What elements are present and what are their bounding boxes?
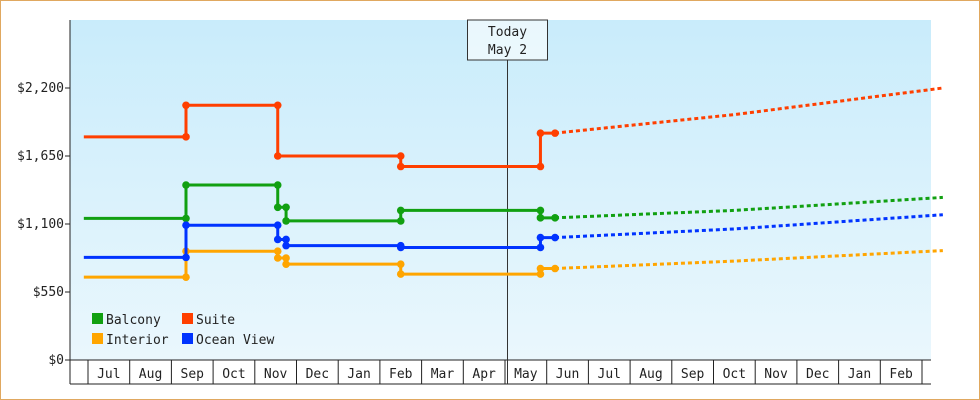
x-tick-label: Jul	[97, 367, 120, 382]
plot-background	[70, 20, 931, 360]
interior-forecast-line	[554, 249, 943, 271]
balcony-point	[182, 214, 190, 223]
today-label: Today	[488, 25, 527, 40]
ocean-view-point	[273, 221, 282, 230]
ocean-view-point	[536, 243, 545, 252]
y-tick-label: $550	[33, 285, 64, 300]
today-date: May 2	[488, 43, 527, 58]
ocean-view-point	[282, 235, 290, 244]
legend-label-interior: Interior	[106, 333, 169, 348]
x-tick-label: Dec	[306, 367, 329, 382]
interior-point	[282, 260, 290, 268]
x-tick-label: Aug	[139, 367, 162, 382]
ocean-view-forecast-line	[554, 213, 943, 240]
x-tick-label: May	[514, 367, 538, 382]
balcony-point	[396, 217, 405, 225]
interior-point	[273, 247, 282, 255]
interior-point	[282, 254, 290, 262]
suite-point	[182, 133, 190, 141]
balcony-forecast-line	[554, 195, 943, 220]
x-tick-label: Apr	[472, 367, 496, 382]
legend-swatch-balcony	[92, 313, 103, 324]
x-tick-label: Sep	[681, 367, 705, 382]
suite-point	[396, 152, 405, 160]
ocean-view-point	[182, 253, 190, 262]
legend-label-suite: Suite	[196, 313, 235, 328]
x-tick-label: Oct	[222, 367, 245, 382]
interior-point	[273, 254, 282, 262]
x-tick-label: Jul	[598, 367, 621, 382]
x-tick-label: Feb	[889, 367, 913, 382]
interior-point	[396, 270, 405, 278]
suite-point	[182, 101, 190, 110]
balcony-point	[282, 217, 290, 225]
interior-point	[396, 260, 405, 268]
ocean-view-point	[182, 221, 190, 230]
x-tick-label: Mar	[431, 367, 455, 382]
x-tick-label: Jan	[848, 367, 871, 382]
suite-point	[536, 129, 545, 137]
x-tick-label: Sep	[181, 367, 205, 382]
balcony-point	[396, 206, 405, 215]
x-tick-label: Dec	[806, 367, 829, 382]
y-tick-label: $1,650	[17, 149, 64, 164]
interior-point	[536, 270, 545, 278]
y-tick-label: $2,200	[17, 81, 64, 96]
x-tick-label: Nov	[764, 367, 788, 382]
x-tick-label: Feb	[389, 367, 413, 382]
x-tick-label: Oct	[723, 367, 746, 382]
suite-history-line	[83, 103, 556, 169]
balcony-point	[273, 181, 282, 189]
today-box	[467, 19, 548, 61]
balcony-point	[551, 214, 559, 222]
ocean-view-point	[396, 243, 405, 252]
interior-point	[551, 264, 559, 273]
y-tick-label: $1,100	[17, 217, 64, 232]
balcony-point	[536, 214, 545, 222]
x-tick-label: Jun	[556, 367, 579, 382]
suite-point	[273, 101, 282, 110]
balcony-point	[273, 203, 282, 212]
x-tick-label: Aug	[639, 367, 662, 382]
suite-point	[536, 162, 545, 171]
ocean-view-point	[273, 235, 282, 244]
suite-point	[273, 152, 282, 160]
ocean-view-point	[551, 233, 559, 242]
legend-label-balcony: Balcony	[106, 313, 161, 328]
y-tick-label: $0	[48, 353, 64, 368]
interior-point	[536, 264, 545, 273]
interior-point	[182, 273, 190, 281]
legend-label-ocean-view: Ocean View	[196, 333, 274, 348]
legend-swatch-ocean-view	[182, 333, 193, 344]
x-tick-label: Nov	[264, 367, 288, 382]
suite-point	[551, 129, 559, 137]
balcony-point	[182, 181, 190, 189]
x-tick-label: Jan	[347, 367, 370, 382]
ocean-view-point	[282, 241, 290, 250]
suite-point	[396, 162, 405, 171]
ocean-view-point	[536, 233, 545, 242]
legend-swatch-interior	[92, 333, 103, 344]
balcony-point	[282, 203, 290, 212]
balcony-point	[536, 206, 545, 215]
legend-swatch-suite	[182, 313, 193, 324]
